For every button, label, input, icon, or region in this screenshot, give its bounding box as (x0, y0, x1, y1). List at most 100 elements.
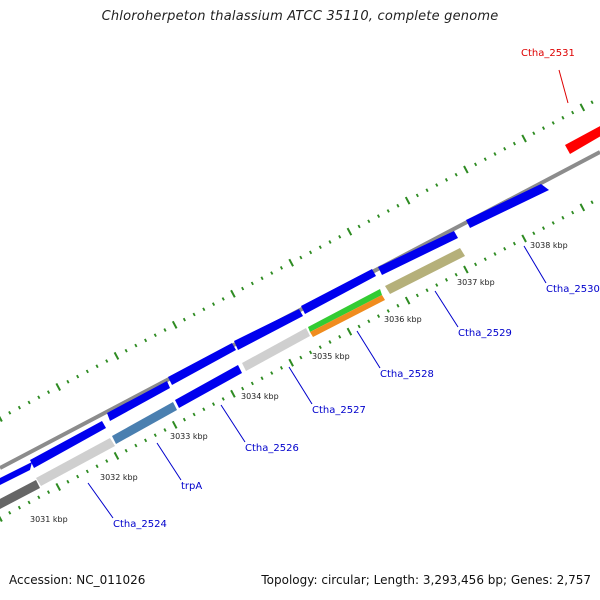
scale-tick (512, 141, 516, 146)
scale-tick (163, 428, 167, 432)
scale-tick (415, 293, 419, 298)
scale-tick (211, 302, 216, 306)
map-title: Chloroherpeton thalassium ATCC 35110, co… (101, 9, 499, 24)
scale-tick (202, 407, 206, 412)
scale-tick (144, 438, 148, 443)
gene-label[interactable]: Ctha_2530 (546, 284, 600, 295)
gene-arrow[interactable] (466, 184, 549, 228)
gene-arrow[interactable] (385, 248, 465, 294)
scale-tick (230, 289, 236, 298)
scale-tick (144, 338, 148, 343)
scale-tick (221, 297, 225, 301)
scale-tick (474, 262, 478, 267)
scale-tick (357, 324, 361, 329)
gene-arrow[interactable] (36, 438, 115, 486)
gene-label[interactable]: Ctha_2528 (380, 369, 434, 380)
gene-label[interactable]: trpA (181, 481, 202, 492)
scale-tick (532, 131, 536, 136)
scale-tick (134, 443, 138, 448)
scale-tick (444, 178, 449, 182)
accession-text: Accession: NC_011026 (9, 573, 146, 587)
scale-tick (55, 482, 61, 491)
scale-tick (76, 374, 80, 379)
scale-tick (346, 327, 353, 336)
scale-tick (396, 303, 400, 308)
gene-leader-line (156, 442, 182, 481)
gene-arrow[interactable] (175, 365, 242, 408)
scale-label: 3037 kbp (457, 278, 495, 287)
scale-tick (483, 157, 487, 162)
gene-arrow[interactable] (30, 421, 106, 468)
scale-tick (404, 196, 411, 205)
scale-label: 3036 kbp (384, 315, 422, 324)
gene-arrow[interactable] (107, 381, 170, 421)
scale-tick (279, 266, 284, 270)
gene-arrow[interactable] (0, 462, 32, 486)
scale-tick (288, 258, 294, 267)
scale-tick (376, 314, 381, 318)
scale-tick (241, 286, 245, 291)
scale-tick (367, 319, 371, 324)
scale-tick (230, 389, 236, 398)
gene-leader-line (220, 404, 246, 443)
gene-label[interactable]: Ctha_2531 (521, 48, 575, 59)
scale-tick (328, 340, 332, 344)
gene-arrow[interactable] (234, 309, 303, 350)
scale-tick (396, 203, 400, 208)
scale-tick (590, 200, 594, 205)
scale-tick (37, 395, 41, 400)
scale-tick (444, 278, 449, 282)
gene-arrow[interactable] (0, 480, 40, 509)
gene-label[interactable]: Ctha_2524 (113, 519, 167, 530)
scale-tick (541, 126, 546, 130)
gene-arrow[interactable] (168, 343, 236, 385)
scale-tick (113, 451, 120, 460)
scale-tick (521, 234, 527, 243)
scale-tick (541, 226, 546, 230)
scale-tick (105, 359, 109, 363)
gene-label[interactable]: Ctha_2527 (312, 405, 366, 416)
gene-arrow[interactable] (242, 328, 310, 371)
scale-tick (241, 386, 245, 391)
scale-tick (521, 134, 527, 143)
scale-tick (85, 469, 89, 474)
scale-tick (124, 348, 128, 353)
scale-tick (579, 103, 586, 112)
scale-tick (95, 364, 99, 369)
scale-tick (346, 227, 353, 236)
gene-arrow[interactable] (301, 269, 376, 314)
gene-label[interactable]: Ctha_2526 (245, 443, 299, 454)
scale-tick (328, 240, 332, 244)
scale-label: 3034 kbp (241, 392, 279, 401)
scale-tick (288, 358, 294, 367)
gene-arrow[interactable] (378, 231, 458, 275)
scale-tick (503, 246, 507, 251)
scale-tick (8, 510, 12, 515)
inner-tick-row (0, 200, 594, 523)
gene-arrow[interactable] (310, 295, 385, 337)
gene-arrow[interactable] (112, 402, 177, 444)
scale-tick (27, 400, 31, 405)
scale-tick (386, 309, 390, 313)
scale-tick (386, 209, 390, 213)
scale-tick (309, 250, 313, 255)
gene-arrow-highlight[interactable] (565, 125, 600, 154)
scale-tick (250, 281, 254, 286)
scale-tick (66, 379, 70, 384)
scale-tick (55, 382, 61, 391)
gene-arrow[interactable] (308, 289, 382, 332)
scale-tick (279, 366, 284, 370)
gene-label[interactable]: Ctha_2529 (458, 328, 512, 339)
scale-tick (415, 193, 419, 198)
scale-tick (532, 231, 536, 236)
scale-tick (134, 343, 138, 348)
scale-tick (76, 474, 80, 479)
scale-tick (571, 110, 575, 115)
scale-tick (551, 121, 555, 125)
scale-tick (551, 221, 555, 225)
scale-tick (163, 328, 167, 332)
scale-tick (0, 515, 3, 523)
scale-tick (260, 376, 264, 381)
scale-tick (66, 479, 70, 484)
scale-label: 3033 kbp (170, 432, 208, 441)
